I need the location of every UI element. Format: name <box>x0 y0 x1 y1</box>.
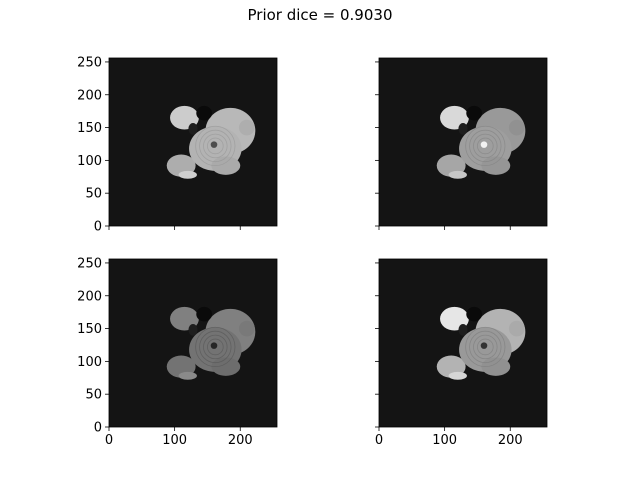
x-tick-label: 100 <box>432 433 457 448</box>
ring-2 <box>473 133 498 159</box>
ring-0 <box>195 125 236 167</box>
dark-cavity <box>196 306 213 322</box>
x-tick-label: 200 <box>498 433 523 448</box>
y-tick-label: 100 <box>77 154 102 169</box>
mri-slice <box>436 306 526 380</box>
dark-gap <box>458 122 468 135</box>
axes-frame <box>108 258 278 428</box>
ring-0 <box>465 125 506 167</box>
lobe-lower-left-edge <box>448 170 467 179</box>
axes-frame <box>108 57 278 227</box>
ring-0 <box>195 326 236 368</box>
y-tick-label: 50 <box>85 187 102 202</box>
dark-gap <box>188 122 198 135</box>
lobe-right-tip <box>238 119 255 136</box>
x-tick-label: 0 <box>105 433 113 448</box>
mri-slice <box>436 105 526 179</box>
lobe-right-tip <box>508 119 525 136</box>
x-tick-label: 100 <box>162 433 187 448</box>
ring-3 <box>477 338 494 356</box>
y-tick-label: 100 <box>77 355 102 370</box>
dark-gap <box>458 323 468 336</box>
core-spot <box>210 141 218 148</box>
dark-gap <box>188 323 198 336</box>
mri-slice <box>166 306 256 380</box>
lobe-lower-left-edge <box>178 170 197 179</box>
lobe-right-tip <box>238 320 255 337</box>
ring-1 <box>469 129 502 163</box>
dark-cavity <box>196 105 213 121</box>
y-tick-label: 50 <box>85 388 102 403</box>
subplot-bottom-right: 0 100 200 <box>375 258 548 448</box>
ring-3 <box>477 137 494 155</box>
dark-cavity <box>466 105 483 121</box>
dark-cavity <box>466 306 483 322</box>
y-tick-label: 0 <box>94 421 102 436</box>
subplot-top-left: 0 50 100 150 200 250 <box>77 55 278 235</box>
y-tick-label: 0 <box>94 220 102 235</box>
mri-slice <box>166 105 256 179</box>
y-tick-label: 250 <box>77 55 102 70</box>
ring-3 <box>207 137 224 155</box>
core-spot <box>480 141 488 148</box>
axes-frame <box>378 258 548 428</box>
y-tick-label: 200 <box>77 289 102 304</box>
ring-2 <box>203 334 228 360</box>
ring-1 <box>199 129 232 163</box>
x-tick-label: 0 <box>375 433 383 448</box>
ring-1 <box>199 330 232 364</box>
core-spot <box>480 342 488 349</box>
subplot-top-right <box>375 57 548 230</box>
lobe-lower-left-edge <box>448 371 467 380</box>
ring-2 <box>473 334 498 360</box>
x-tick-label: 200 <box>228 433 253 448</box>
lobe-right-tip <box>508 320 525 337</box>
figure-suptitle: Prior dice = 0.9030 <box>247 6 393 24</box>
ring-3 <box>207 338 224 356</box>
axes-frame <box>378 57 548 227</box>
ring-2 <box>203 133 228 159</box>
ring-1 <box>469 330 502 364</box>
lobe-lower-left-edge <box>178 371 197 380</box>
subplot-bottom-left: 0 100 200 0 50 100 150 200 250 <box>77 256 278 448</box>
core-spot <box>210 342 218 349</box>
y-tick-label: 200 <box>77 88 102 103</box>
y-tick-label: 150 <box>77 322 102 337</box>
y-tick-label: 150 <box>77 121 102 136</box>
ring-0 <box>465 326 506 368</box>
y-tick-label: 250 <box>77 256 102 271</box>
